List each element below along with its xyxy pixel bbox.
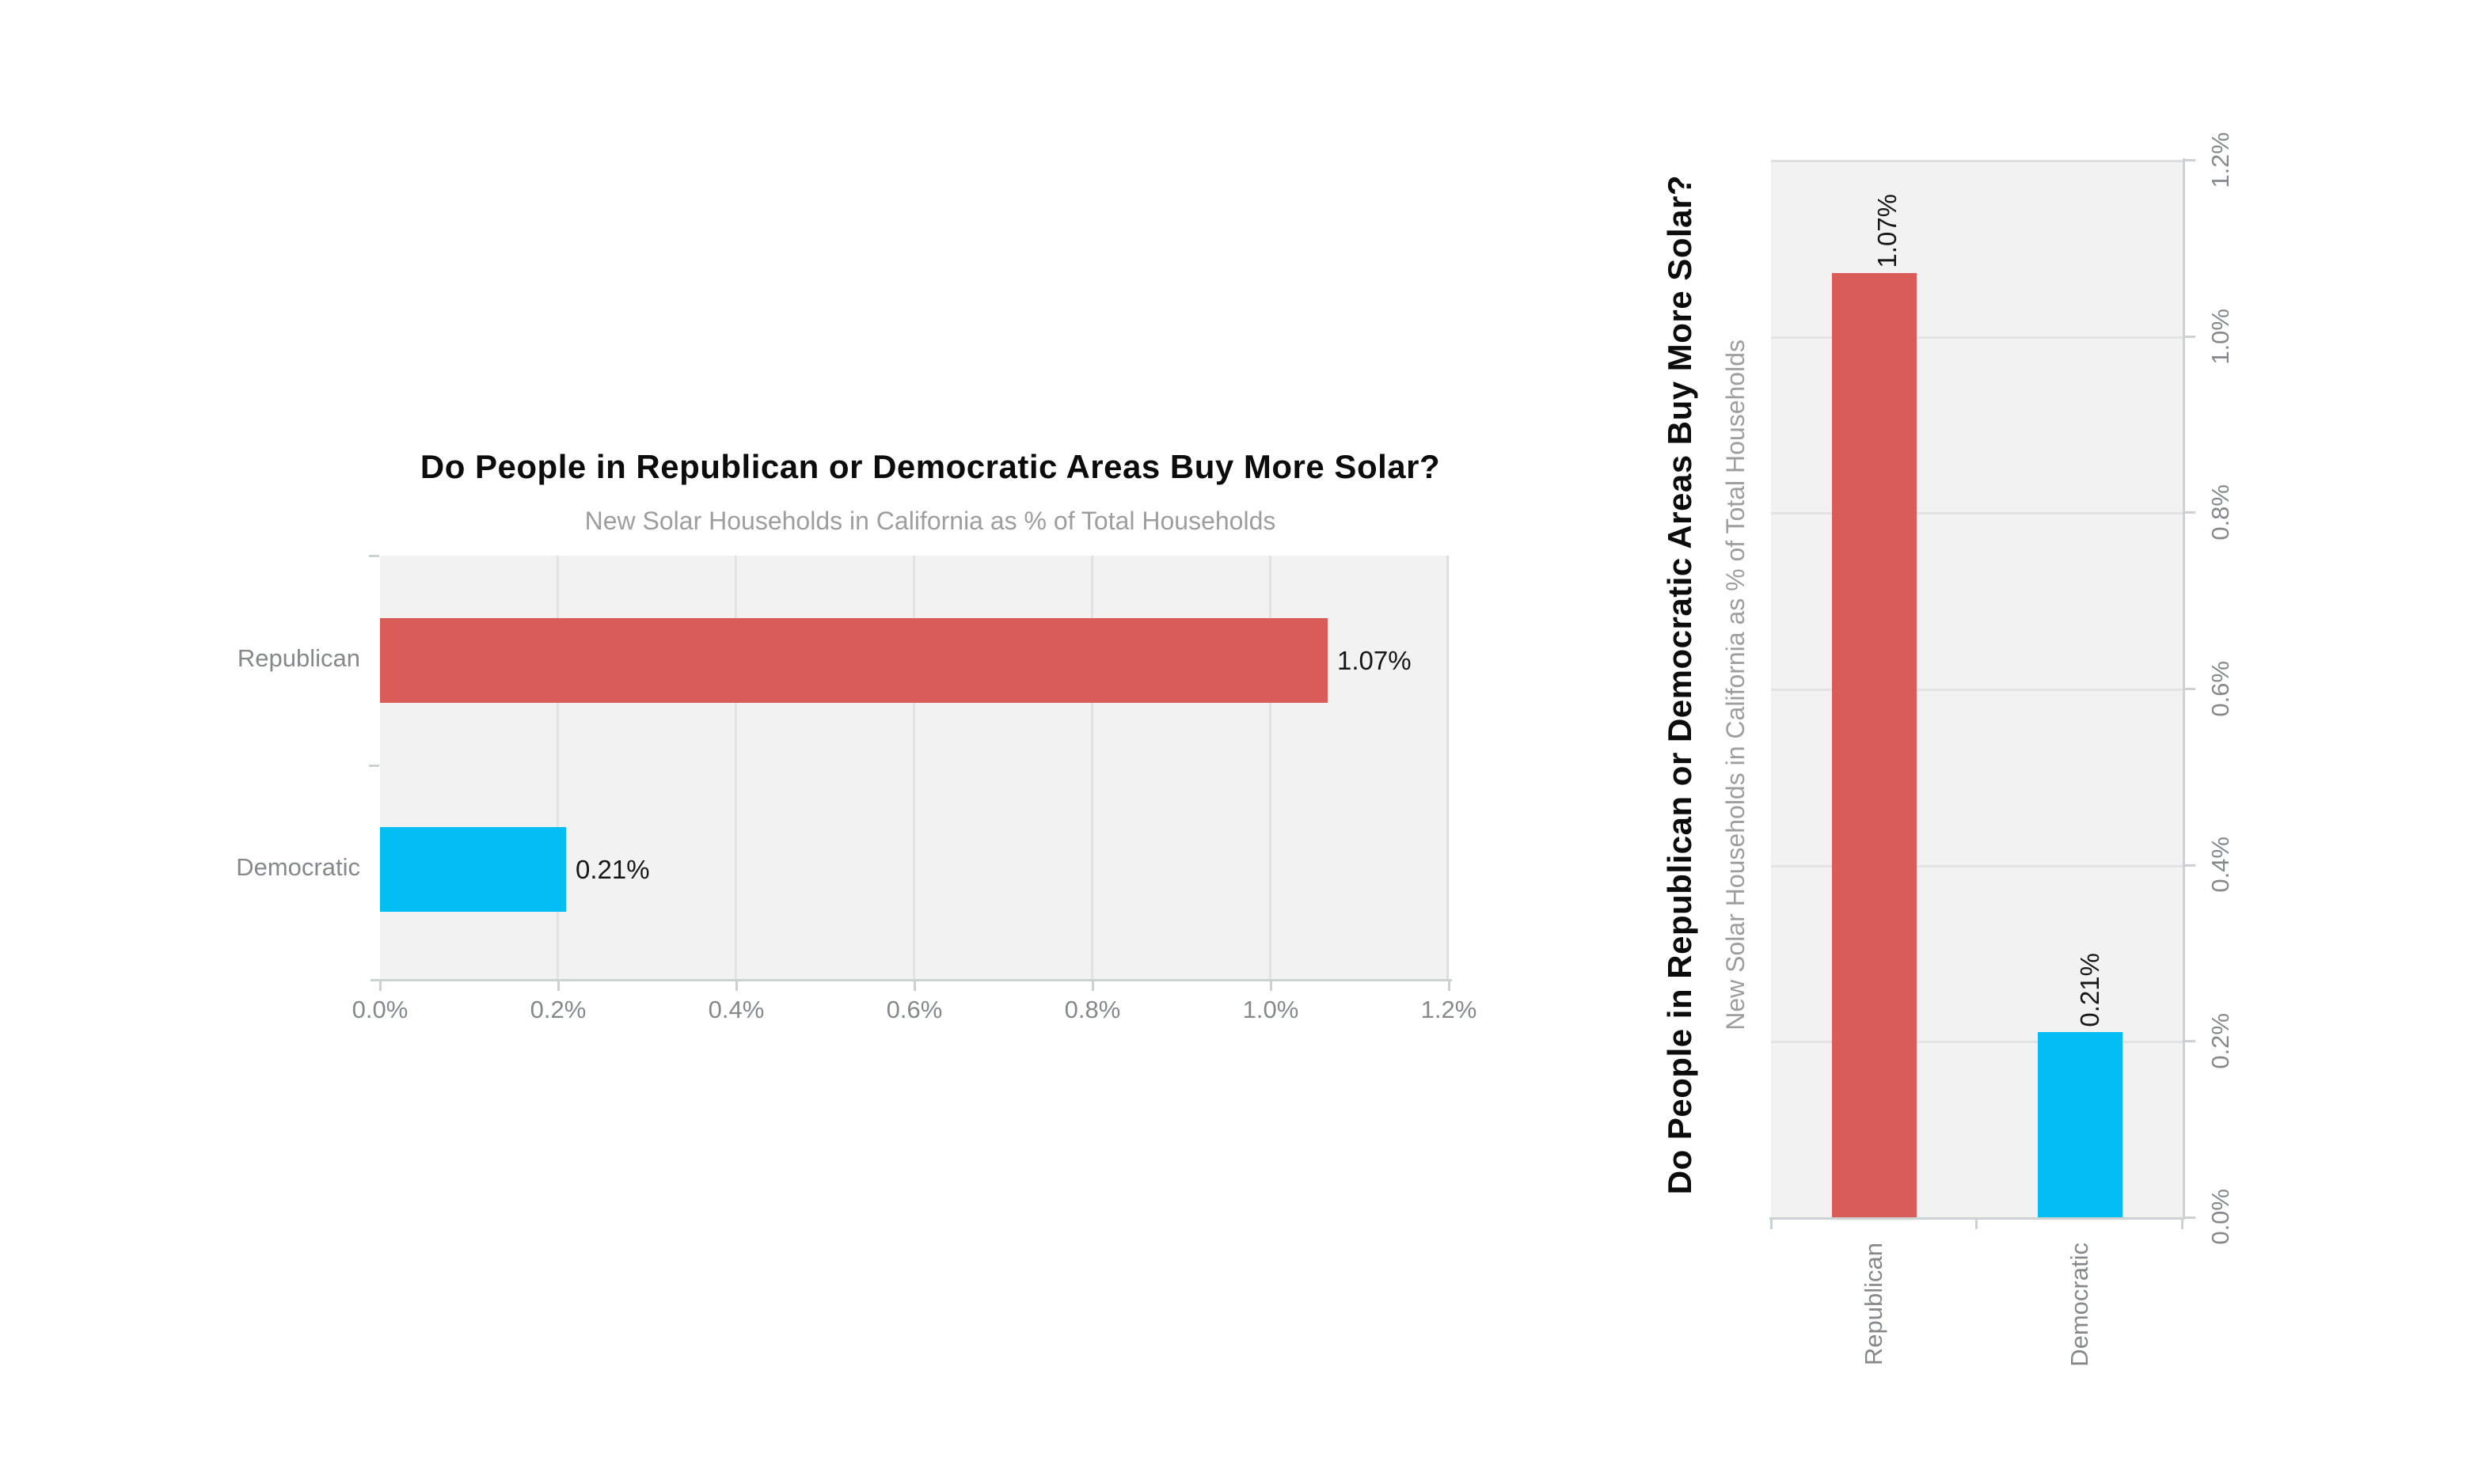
category-axis-tick: [2181, 1220, 2183, 1229]
value-axis-tick: [2185, 1216, 2195, 1219]
gridline: [1446, 556, 1449, 980]
left-chart-plot-area: 1.07% 0.21%: [380, 556, 1449, 980]
category-axis-line: [1769, 1217, 2185, 1220]
category-label-democratic: Democratic: [236, 853, 360, 881]
category-label-republican: Republican: [237, 644, 360, 672]
gridline: [1771, 512, 2183, 514]
right-chart-title: Do People in Republican or Democratic Ar…: [1661, 174, 1698, 1195]
value-tick-label-container: 0.4%: [2198, 805, 2244, 924]
x-tick-label: 0.8%: [1064, 996, 1121, 1023]
value-tick-label-container: 0.8%: [2198, 453, 2244, 571]
republican-bar: [1832, 273, 1917, 1217]
x-axis-tick: [1092, 981, 1094, 991]
left-chart-subtitle: New Solar Households in California as % …: [584, 507, 1276, 535]
value-tick-label: 0.4%: [2206, 836, 2234, 893]
value-tick-label-container: 0.0%: [2198, 1157, 2244, 1276]
right-chart-subtitle: New Solar Households in California as % …: [1720, 339, 1750, 1030]
x-axis-tick: [735, 981, 738, 991]
value-tick-label: 0.8%: [2206, 484, 2234, 541]
gridline: [1771, 689, 2183, 691]
value-tick-label-container: 1.2%: [2198, 101, 2244, 219]
republican-value-label: 1.07%: [1337, 646, 1412, 675]
democratic-bar: [2038, 1032, 2122, 1217]
value-axis-tick: [2185, 1040, 2195, 1042]
gridline: [913, 556, 915, 980]
republican-value-label: 1.07%: [1872, 194, 1902, 268]
x-tick-label: 0.6%: [886, 996, 943, 1023]
value-tick-label: 1.2%: [2206, 131, 2234, 188]
category-axis-tick: [1770, 1220, 1773, 1229]
republican-value-label-container: 1.07%: [1864, 150, 1910, 268]
gridline: [1771, 336, 2183, 339]
x-axis-tick: [379, 981, 382, 991]
y-axis-tick: [369, 555, 379, 557]
x-axis-tick: [1270, 981, 1272, 991]
value-tick-label-container: 0.2%: [2198, 981, 2244, 1100]
x-axis-line: [371, 979, 1452, 981]
value-tick-label: 0.6%: [2206, 660, 2234, 717]
category-label-democratic: Democratic: [2065, 1243, 2093, 1367]
gridline: [1091, 556, 1093, 980]
democratic-value-label: 0.21%: [2075, 953, 2104, 1027]
value-tick-label: 0.0%: [2206, 1188, 2234, 1245]
gridline: [557, 556, 559, 980]
democratic-bar: [380, 827, 566, 912]
democratic-value-label: 0.21%: [576, 855, 650, 884]
y-axis-tick: [369, 765, 379, 767]
value-axis-tick: [2185, 336, 2195, 338]
gridline: [735, 556, 737, 980]
gridline: [1771, 1041, 2183, 1043]
republican-bar: [380, 618, 1328, 703]
value-axis-tick: [2185, 159, 2195, 161]
category-label-container: Republican: [1851, 1243, 1897, 1464]
x-tick-label: 0.2%: [530, 996, 587, 1023]
x-axis-tick: [557, 981, 560, 991]
right-chart-title-container: Do People in Republican or Democratic Ar…: [1658, 152, 1702, 1217]
democratic-value-label-container: 0.21%: [2067, 909, 2113, 1027]
gridline: [1771, 865, 2183, 867]
category-axis-tick: [1975, 1220, 1978, 1229]
gridline: [1771, 160, 2183, 162]
x-tick-label: 0.4%: [708, 996, 765, 1023]
value-axis-tick: [2185, 864, 2195, 867]
right-chart-subtitle-container: New Solar Households in California as % …: [1713, 152, 1758, 1217]
x-axis-tick: [914, 981, 916, 991]
category-label-republican: Republican: [1860, 1243, 1887, 1366]
value-axis-tick: [2185, 688, 2195, 690]
x-tick-label: 1.0%: [1242, 996, 1299, 1023]
value-axis-line: [2183, 158, 2185, 1220]
x-tick-label: 1.2%: [1420, 996, 1477, 1023]
value-tick-label: 1.0%: [2206, 308, 2234, 365]
value-tick-label-container: 1.0%: [2198, 277, 2244, 396]
value-tick-label-container: 0.6%: [2198, 629, 2244, 748]
value-axis-tick: [2185, 511, 2195, 514]
value-tick-label: 0.2%: [2206, 1012, 2234, 1069]
right-chart-plot-area: [1771, 160, 2183, 1217]
x-tick-label: 0.0%: [352, 996, 409, 1023]
gridline: [1269, 556, 1271, 980]
x-axis-tick: [1448, 981, 1450, 991]
left-chart-title: Do People in Republican or Democratic Ar…: [420, 448, 1441, 485]
category-label-container: Democratic: [2057, 1243, 2103, 1464]
